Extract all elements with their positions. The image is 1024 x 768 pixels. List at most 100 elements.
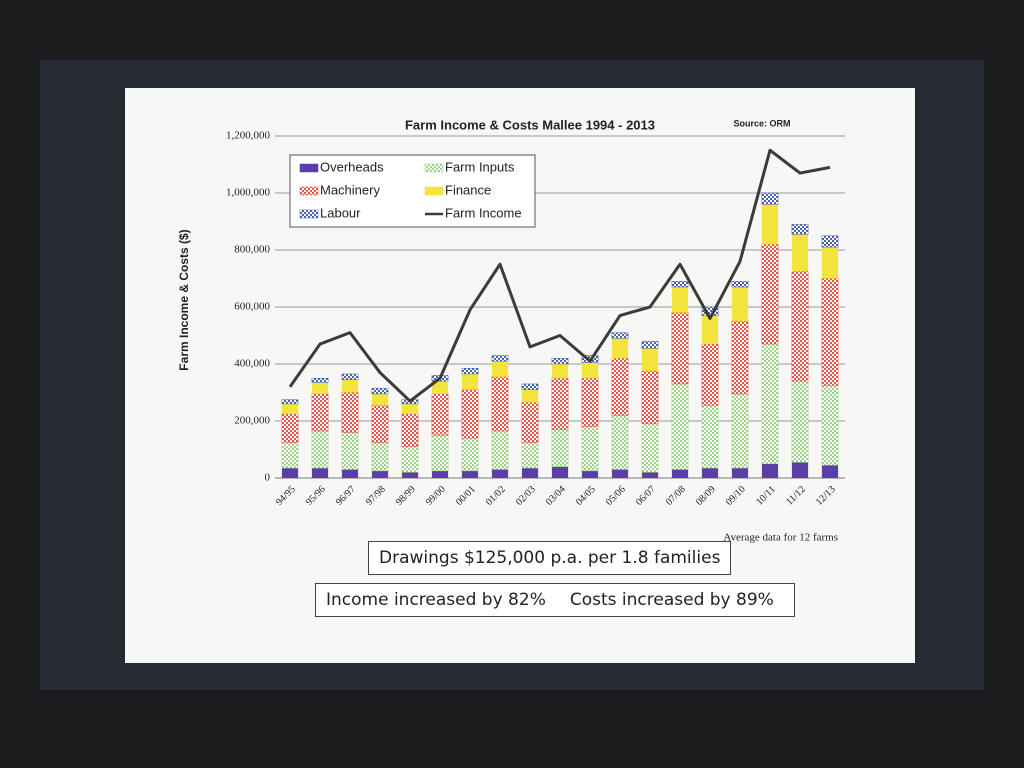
bar-segment — [821, 247, 839, 279]
bar-segment — [281, 403, 299, 414]
bar-segment — [731, 281, 749, 288]
bar-segment — [581, 470, 599, 478]
bar-segment — [401, 403, 419, 414]
bar-segment — [341, 392, 359, 433]
x-tick-label: 10/11 — [754, 484, 778, 508]
x-tick-label: 01/02 — [484, 484, 508, 508]
bar-segment — [311, 378, 329, 383]
bar-segment — [311, 468, 329, 478]
bar-segment — [701, 468, 719, 478]
bar-segment — [281, 442, 299, 469]
bar-segment — [551, 429, 569, 467]
bar-segment — [611, 415, 629, 470]
bar-segment — [431, 470, 449, 478]
bar-segment — [281, 399, 299, 405]
bar-segment — [461, 368, 479, 375]
x-tick-label: 96/97 — [334, 484, 358, 508]
box-text: Drawings $125,000 p.a. per 1.8 families — [379, 548, 721, 568]
bar-segment — [371, 405, 389, 443]
x-tick-label: 07/08 — [664, 484, 688, 508]
bar-segment — [491, 430, 509, 470]
y-tick-label: 200,000 — [234, 415, 270, 427]
bar-segment — [461, 389, 479, 439]
bar-segment — [671, 312, 689, 385]
bar-segment — [491, 376, 509, 432]
bar-segment — [821, 385, 839, 466]
bar-segment — [611, 358, 629, 416]
legend-swatch — [299, 186, 319, 196]
bar-segment — [761, 463, 779, 478]
source: Source: ORM — [733, 118, 790, 128]
bar-segment — [761, 343, 779, 464]
text-box: Drawings $125,000 p.a. per 1.8 families — [368, 541, 732, 575]
x-tick-label: 97/98 — [364, 484, 388, 508]
bar-segment — [671, 383, 689, 470]
bar-segment — [461, 470, 479, 478]
legend-label: Overheads — [320, 159, 384, 174]
bar-segment — [341, 379, 359, 393]
bar-segment — [341, 373, 359, 380]
bar-segment — [731, 468, 749, 478]
x-tick-label: 94/95 — [274, 484, 298, 508]
bar-segment — [641, 340, 659, 349]
bar-segment — [611, 338, 629, 359]
bar-segment — [761, 192, 779, 205]
bar-segment — [641, 472, 659, 478]
bar-segment — [761, 244, 779, 345]
x-tick-label: 99/00 — [424, 484, 448, 508]
bar-segment — [581, 362, 599, 379]
bar-segment — [581, 426, 599, 472]
bar-segment — [281, 413, 299, 443]
legend-swatch — [424, 186, 444, 196]
bar-segment — [611, 332, 629, 339]
bar-segment — [641, 423, 659, 473]
bar-segment — [521, 442, 539, 469]
bar-segment — [761, 204, 779, 245]
bar-segment — [701, 343, 719, 406]
bar-segment — [431, 435, 449, 472]
x-tick-label: 11/12 — [784, 484, 808, 508]
bar-segment — [371, 442, 389, 472]
y-tick-label: 1,000,000 — [226, 187, 271, 199]
legend-label: Farm Income — [445, 205, 522, 220]
bar-segment — [731, 321, 749, 395]
bar-segment — [371, 470, 389, 478]
bar-segment — [461, 437, 479, 472]
bar-segment — [791, 380, 809, 463]
bar-segment — [521, 389, 539, 403]
bar-segment — [311, 382, 329, 394]
bar-segment — [431, 393, 449, 436]
bar-segment — [701, 315, 719, 345]
y-axis-label: Farm Income & Costs ($) — [177, 229, 191, 370]
bar-segment — [671, 287, 689, 313]
note: Average data for 12 farms — [723, 532, 838, 544]
bar-segment — [491, 469, 509, 478]
bar-segment — [671, 469, 689, 478]
bar-segment — [401, 446, 419, 473]
legend-swatch — [424, 163, 444, 173]
bar-segment — [521, 402, 539, 443]
box-text: Income increased by 82% — [326, 590, 546, 610]
y-tick-label: 0 — [265, 472, 271, 484]
bar-segment — [611, 469, 629, 478]
bar-segment — [401, 413, 419, 447]
bar-segment — [311, 430, 329, 469]
box-text: Costs increased by 89% — [569, 590, 774, 610]
bar-segment — [461, 373, 479, 390]
x-tick-label: 03/04 — [544, 484, 568, 508]
y-tick-label: 800,000 — [234, 244, 270, 256]
x-tick-label: 00/01 — [454, 484, 478, 508]
bar-segment — [431, 381, 449, 394]
bar-segment — [341, 469, 359, 478]
bar-segment — [581, 378, 599, 427]
bar-segment — [821, 465, 839, 478]
bar-segment — [641, 370, 659, 425]
legend-swatch — [299, 163, 319, 173]
x-tick-label: 08/09 — [694, 484, 718, 508]
bar-segment — [821, 235, 839, 248]
y-tick-label: 400,000 — [234, 358, 270, 370]
legend-label: Labour — [320, 205, 361, 220]
x-tick-label: 05/06 — [604, 484, 628, 508]
